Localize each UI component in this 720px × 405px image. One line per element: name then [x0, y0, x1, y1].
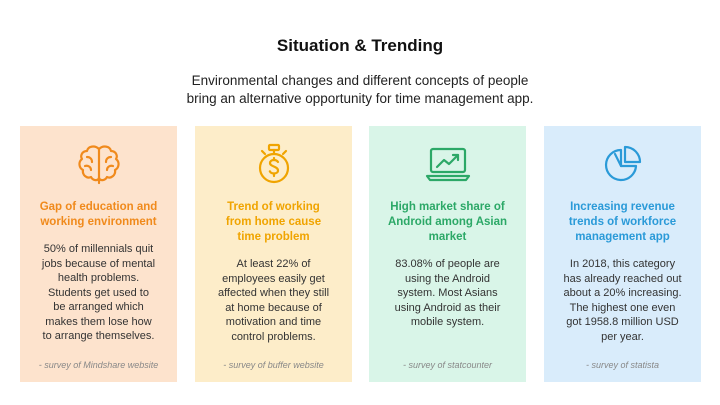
- card-body-line: jobs because of mental: [41, 257, 156, 270]
- pie-chart-icon: [544, 142, 701, 186]
- card-body-line: affected when they still: [217, 287, 330, 299]
- card-body-line: motivation and time: [225, 316, 322, 328]
- card-body-line: control problems.: [231, 330, 316, 343]
- card-body: 50% of millennials quit jobs because of …: [28, 242, 169, 344]
- card-body-line: at home because of: [225, 301, 322, 314]
- card-body-line: using Android as their: [394, 301, 501, 314]
- card-body-line: At least 22% of: [236, 258, 311, 270]
- card-body-line: mobile system.: [410, 316, 485, 328]
- laptop-chart-icon: [369, 142, 526, 186]
- card-heading-line: market: [428, 231, 467, 243]
- card-body-line: about a 20% increasing.: [563, 287, 682, 299]
- card-body-line: Students get used to: [48, 286, 149, 299]
- card-body: At least 22% of employees easily get aff…: [203, 257, 344, 344]
- brain-icon: [20, 142, 177, 186]
- card-body-line: system. Most Asians: [397, 287, 498, 299]
- card-heading-line: management app: [575, 231, 670, 243]
- card-heading-line: Increasing revenue: [570, 201, 675, 213]
- page-title: Situation & Trending: [276, 36, 444, 55]
- card-heading: Trend of working from home cause time pr…: [201, 200, 346, 245]
- card-source: - survey of statcounter: [402, 360, 493, 370]
- card-heading-line: Trend of working: [227, 201, 320, 213]
- card-body-line: health problems.: [57, 272, 140, 284]
- card-heading-line: trends of workforce: [568, 216, 677, 228]
- card-body-line: 50% of millennials quit: [43, 243, 154, 255]
- card-revenue-trends: Increasing revenue trends of workforce m…: [544, 126, 701, 382]
- card-body-line: be arranged which: [53, 301, 144, 313]
- subtitle-line: bring an alternative opportunity for tim…: [186, 91, 534, 106]
- card-heading: Gap of education and working environment: [26, 200, 171, 230]
- money-clock-icon: [195, 142, 352, 186]
- card-body-line: In 2018, this category: [569, 258, 676, 270]
- card-body-line: 83.08% of people are: [395, 258, 500, 270]
- card-body-line: per year.: [601, 330, 644, 343]
- card-heading: High market share of Android among Asian…: [375, 200, 520, 245]
- card-source: - survey of statista: [585, 360, 660, 370]
- card-heading-line: Android among Asian: [387, 216, 508, 228]
- card-education-gap: Gap of education and working environment…: [20, 126, 177, 382]
- card-source: - survey of Mindshare website: [38, 360, 159, 370]
- card-heading-line: from home cause: [225, 216, 322, 228]
- card-body-line: The highest one even: [569, 301, 676, 314]
- card-body: In 2018, this category has already reach…: [552, 257, 693, 344]
- card-heading: Increasing revenue trends of workforce m…: [550, 200, 695, 245]
- page-subtitle: Environmental changes and different conc…: [0, 72, 720, 108]
- card-heading-line: Gap of education and: [39, 201, 158, 213]
- card-work-from-home: Trend of working from home cause time pr…: [195, 126, 352, 382]
- card-android-share: High market share of Android among Asian…: [369, 126, 526, 382]
- card-body: 83.08% of people are using the Android s…: [377, 257, 518, 330]
- card-body-line: to arrange themselves.: [42, 330, 155, 342]
- card-heading-line: time problem: [237, 231, 310, 243]
- card-body-line: using the Android: [404, 272, 490, 285]
- card-body-line: employees easily get: [222, 272, 325, 285]
- card-body-line: has already reached out: [563, 272, 682, 285]
- card-heading-line: working environment: [40, 216, 157, 228]
- subtitle-line: Environmental changes and different conc…: [191, 73, 529, 88]
- card-heading-line: High market share of: [390, 201, 505, 213]
- card-body-line: got 1958.8 million USD: [566, 316, 679, 328]
- card-source: - survey of buffer website: [223, 360, 324, 370]
- cards-row: Gap of education and working environment…: [20, 126, 701, 382]
- card-body-line: makes them lose how: [45, 315, 152, 328]
